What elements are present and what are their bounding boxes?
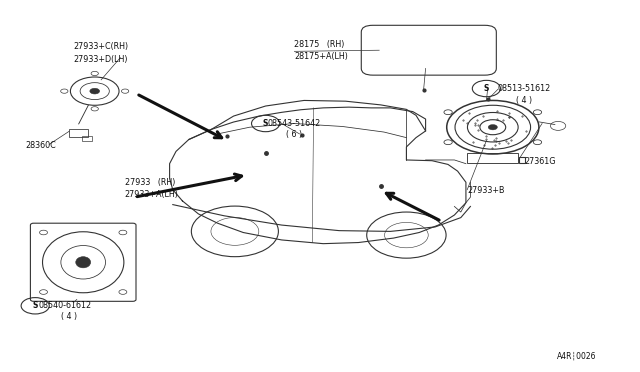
Text: ( 6 ): ( 6 )	[286, 130, 302, 139]
Text: 27933+D(LH): 27933+D(LH)	[74, 55, 128, 64]
Text: 28175   (RH): 28175 (RH)	[294, 40, 345, 49]
Text: 27933+C(RH): 27933+C(RH)	[74, 42, 129, 51]
Bar	[69, 129, 88, 137]
Text: S: S	[484, 84, 489, 93]
Text: 27361G: 27361G	[525, 157, 556, 166]
Circle shape	[488, 125, 497, 130]
Ellipse shape	[76, 257, 91, 268]
Text: A4R┆0026: A4R┆0026	[557, 352, 596, 361]
Text: 08543-51642: 08543-51642	[268, 119, 321, 128]
Text: S: S	[33, 301, 38, 310]
Text: 27933+A(LH): 27933+A(LH)	[125, 190, 179, 199]
Text: 27933+B: 27933+B	[467, 186, 505, 195]
Bar	[467, 153, 518, 163]
Text: 27933   (RH): 27933 (RH)	[125, 178, 175, 187]
Text: 08513-51612: 08513-51612	[498, 84, 551, 93]
Text: ( 4 ): ( 4 )	[61, 312, 77, 321]
Text: 08540-61612: 08540-61612	[38, 301, 92, 310]
Text: ( 4 ): ( 4 )	[516, 96, 532, 105]
Text: S: S	[263, 119, 268, 128]
Text: 28175+A(LH): 28175+A(LH)	[294, 52, 348, 61]
Circle shape	[90, 88, 100, 94]
Text: 28360C: 28360C	[26, 141, 56, 150]
Bar	[82, 136, 92, 141]
